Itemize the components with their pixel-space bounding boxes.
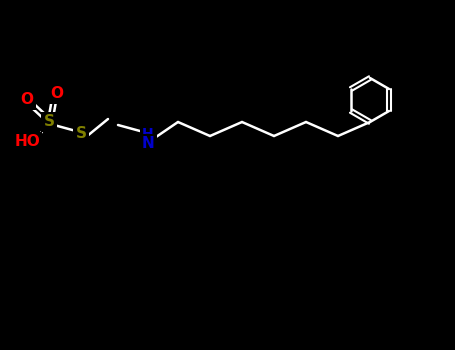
Text: O: O — [20, 92, 34, 107]
Text: S: S — [44, 114, 55, 130]
Text: H: H — [142, 127, 154, 141]
Text: S: S — [76, 126, 86, 141]
Text: N: N — [142, 136, 154, 152]
Text: HO: HO — [14, 134, 40, 149]
Text: O: O — [51, 86, 64, 102]
